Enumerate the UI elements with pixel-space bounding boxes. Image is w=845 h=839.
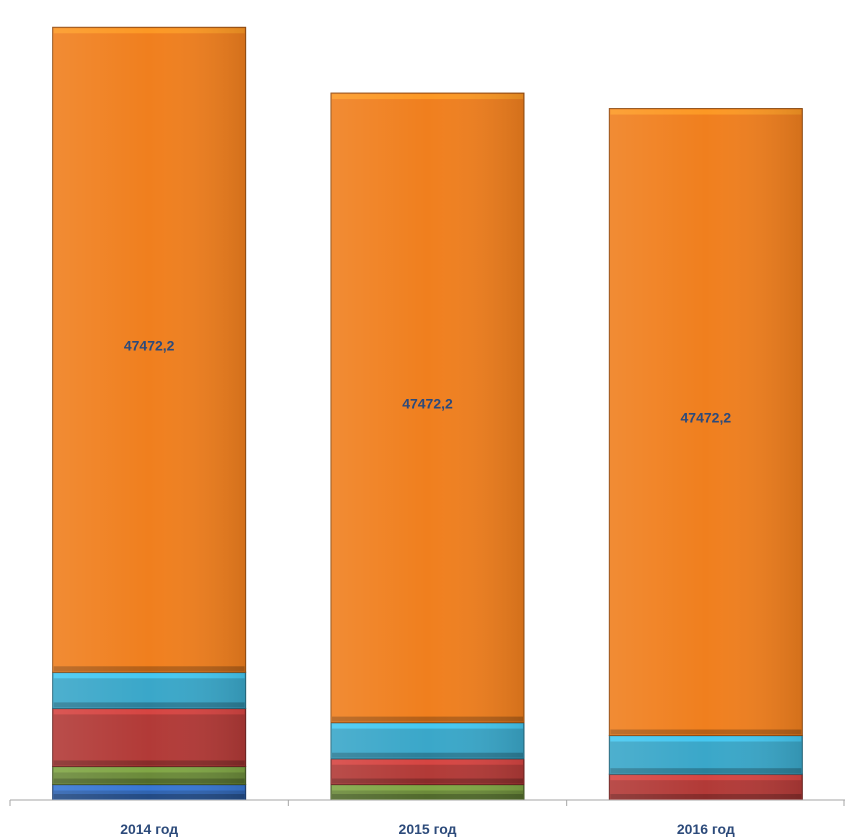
- bar-segment-gloss: [52, 784, 246, 800]
- bar-segment: [608, 735, 803, 775]
- bar-segment-gloss: [331, 93, 524, 723]
- bar-segment-gloss: [52, 27, 246, 673]
- bar-segment: [608, 773, 803, 801]
- bar-segment-gloss: [609, 774, 803, 800]
- data-label: 47472,2: [124, 337, 175, 353]
- bar-segment: [52, 765, 247, 786]
- category-label: 2015 год: [399, 821, 457, 837]
- bar-segment: [608, 108, 803, 736]
- bar-segment: [52, 26, 247, 673]
- bar-segment: [330, 92, 525, 724]
- category-label: 2016 год: [677, 821, 735, 837]
- bar-series-group: [52, 26, 803, 801]
- category-label: 2014 год: [120, 821, 178, 837]
- bar-segment-gloss: [331, 784, 524, 800]
- bar-segment: [52, 784, 247, 801]
- bar-segment-gloss: [331, 758, 524, 785]
- bar-segment: [330, 758, 525, 786]
- bar-segment: [330, 722, 525, 760]
- bar-segment: [52, 707, 247, 767]
- bar-segment: [52, 671, 247, 709]
- bar-segment: [330, 784, 525, 801]
- label-group: 47472,2 2014 год 47472,2 2015 год 47472,2 201…: [120, 337, 735, 837]
- bar-segment-gloss: [52, 766, 246, 785]
- x-axis: [9, 799, 845, 806]
- bar-segment-gloss: [609, 735, 803, 775]
- bar-segment-gloss: [52, 672, 246, 709]
- bar-segment-gloss: [609, 108, 803, 736]
- data-label: 47472,2: [402, 395, 453, 411]
- bar-segment-gloss: [52, 708, 246, 767]
- bar-segment-gloss: [331, 722, 524, 759]
- data-label: 47472,2: [681, 410, 732, 426]
